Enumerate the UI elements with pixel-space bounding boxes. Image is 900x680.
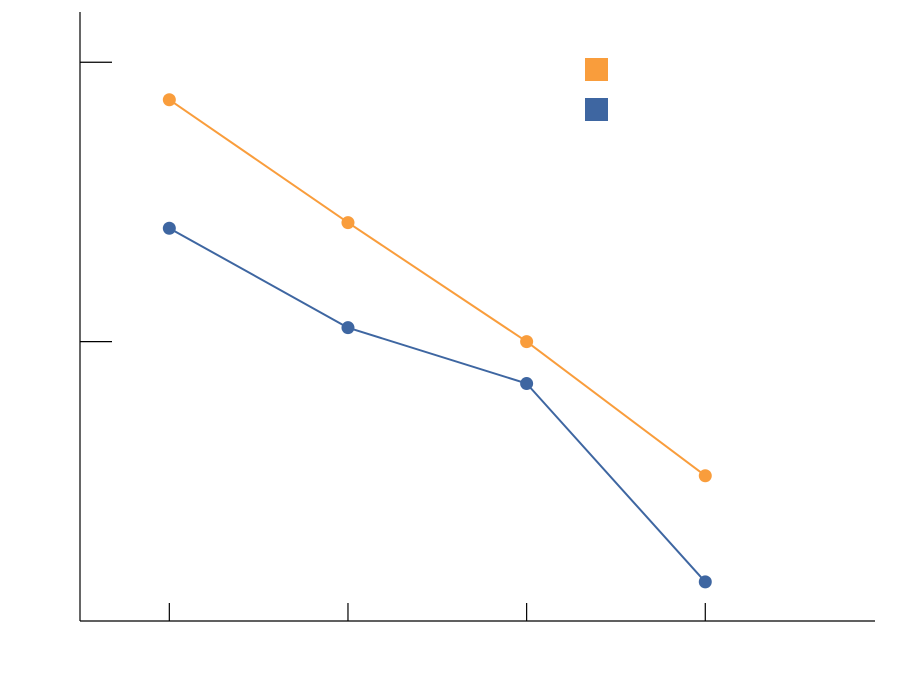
series-2-point-2 — [341, 321, 355, 335]
series-1-point-2 — [341, 216, 355, 230]
series-2-point-4 — [698, 575, 712, 589]
series-2-point-1 — [162, 221, 176, 235]
series-1-point-3 — [520, 335, 534, 349]
y-axis-ticks — [80, 61, 112, 343]
series-2 — [162, 221, 712, 589]
legend-swatch-2 — [585, 98, 608, 121]
series-1-point-4 — [698, 469, 712, 483]
series-1-point-1 — [162, 93, 176, 107]
series-1 — [162, 93, 712, 483]
axes — [79, 12, 875, 622]
series-layer — [162, 93, 712, 589]
series-2-point-3 — [520, 377, 534, 391]
series-2-line — [168, 227, 707, 583]
series-1-line — [168, 98, 706, 477]
x-axis-ticks — [168, 603, 706, 621]
legend-swatch-1 — [585, 58, 608, 81]
legend — [585, 58, 608, 121]
